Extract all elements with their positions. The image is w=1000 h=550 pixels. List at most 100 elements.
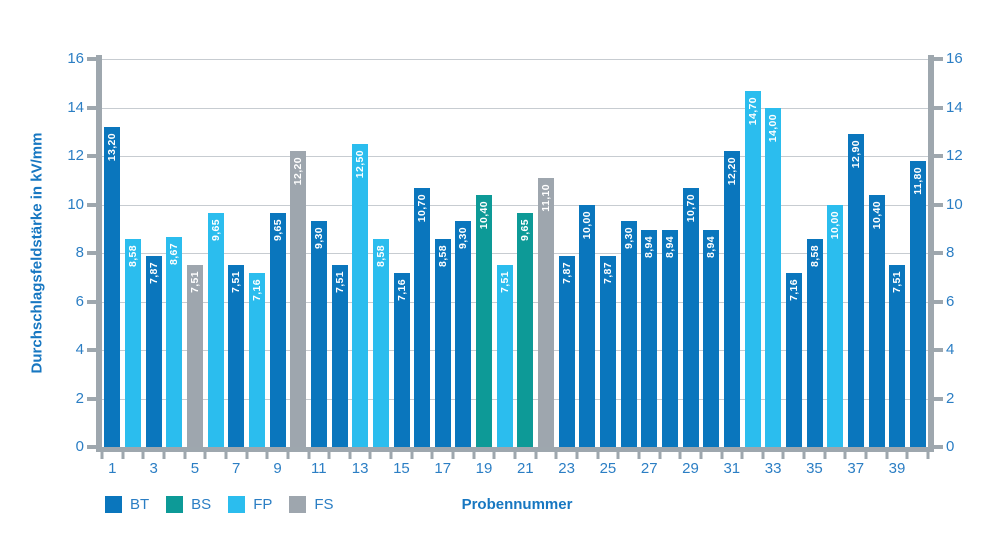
bar-value-label: 10,70 [684,193,697,222]
bar: 12,90 [847,134,864,447]
x-tick-mark [100,447,104,459]
bar-slot: 8,67 [164,59,185,447]
y-tick-mark [934,348,943,352]
y-tick-label: 14 [946,98,963,116]
bar-value-label: 13,20 [106,132,119,162]
bar-slot: 11,10 [536,59,557,447]
x-tick-label: 15 [393,460,410,477]
bar: 10,70 [414,187,431,447]
bar: 7,51 [186,264,203,447]
bar-value-label: 8,67 [168,242,181,265]
bar-slot: 12,20 [288,59,309,447]
x-tick-mark [141,447,145,459]
bar-slot: 13,20 [102,59,123,447]
bar-value-label: 7,51 [498,270,511,293]
legend: BT BS FP FS [105,496,351,513]
y-tick-label: 2 [946,389,955,407]
bar-slot: 7,87 [598,59,619,447]
gridline [102,301,928,303]
legend-label: FP [253,496,273,513]
bar-slot: 9,65 [205,59,226,447]
bar-slot: 8,94 [639,59,660,447]
bar-value-label: 8,94 [643,236,656,259]
y-tick-mark [934,251,943,255]
y-axis-line-left [96,55,102,452]
bar: 12,50 [352,143,369,447]
bar: 7,87 [558,256,575,447]
bar-slot: 14,70 [742,59,763,447]
legend-label: BT [130,496,150,513]
bar-slot: 10,00 [825,59,846,447]
bar: 7,87 [600,256,617,447]
x-tick-mark [823,447,827,459]
bar-value-label: 7,87 [602,262,615,285]
bar: 7,51 [228,264,245,447]
bar-value-label: 12,20 [292,157,305,186]
legend-item-fp: FP [228,496,272,513]
bar-slot: 9,30 [453,59,474,447]
legend-label: BS [191,496,212,513]
bar-slot: 8,58 [804,59,825,447]
bar-value-label: 7,16 [395,279,408,302]
x-tick-mark [265,447,269,459]
legend-label: FS [314,496,334,513]
bar-slot: 7,51 [226,59,247,447]
bar-slot: 7,51 [887,59,908,447]
y-tick-label: 0 [75,438,84,455]
y-tick-label: 6 [75,292,84,310]
y-tick-mark [87,348,96,352]
gridline [102,107,928,109]
bar: 8,58 [372,238,389,447]
y-tick-mark [934,299,943,304]
bar: 7,51 [331,264,348,447]
bar: 8,58 [806,238,823,447]
x-tick-mark [224,447,228,459]
bar-value-label: 12,20 [726,157,739,186]
x-tick-mark [203,447,207,459]
bar-slot: 10,40 [866,59,887,447]
bar-slot: 8,94 [660,59,681,447]
bar-slot: 12,20 [722,59,743,447]
bar-value-label: 7,51 [230,270,243,293]
legend-item-bs: BS [166,496,211,513]
bar-value-label: 9,65 [271,219,284,242]
gridline [102,350,928,351]
y-tick-label: 16 [946,50,963,67]
y-tick-mark [934,154,943,158]
x-tick-mark [286,447,290,459]
bar-value-label: 14,00 [767,113,780,142]
x-tick-label: 11 [311,460,327,477]
bar-value-label: 9,65 [519,219,532,242]
x-tick-mark [720,447,723,459]
x-tick-mark [430,447,434,459]
bar-value-label: 10,00 [581,210,594,239]
bar-value-label: 8,58 [126,244,139,267]
x-axis-labels: 1 3 5 7 9 11 13 15 17 19 21 23 25 27 29 31 33 35 37 39 [102,460,928,478]
x-tick-mark [451,447,455,459]
x-tick-mark [926,447,930,459]
y-tick-mark [934,396,943,401]
bar-value-label: 8,58 [436,244,449,267]
bar-value-label: 7,51 [333,270,346,293]
x-tick-mark [658,447,662,459]
x-tick-mark [575,447,579,459]
bar-value-label: 10,70 [416,193,429,222]
y-tick-label: 10 [67,195,84,213]
x-tick-label: 25 [599,460,617,477]
x-tick-mark [885,447,889,459]
x-axis-title: Probennummer [461,496,573,513]
bar-slot: 7,16 [784,59,805,447]
gridline [102,253,928,254]
x-tick-mark [348,447,352,459]
bar: 7,16 [393,273,410,447]
x-tick-mark [307,447,310,459]
x-tick-mark [554,447,558,459]
bar-slot: 8,94 [701,59,722,447]
y-tick-label: 4 [946,341,955,358]
bar: 9,65 [269,213,286,447]
bar: 7,51 [496,264,513,447]
bar-slot: 7,51 [185,59,206,447]
x-tick-mark [245,447,249,459]
bar: 7,16 [248,273,265,447]
x-tick-mark [740,447,744,459]
